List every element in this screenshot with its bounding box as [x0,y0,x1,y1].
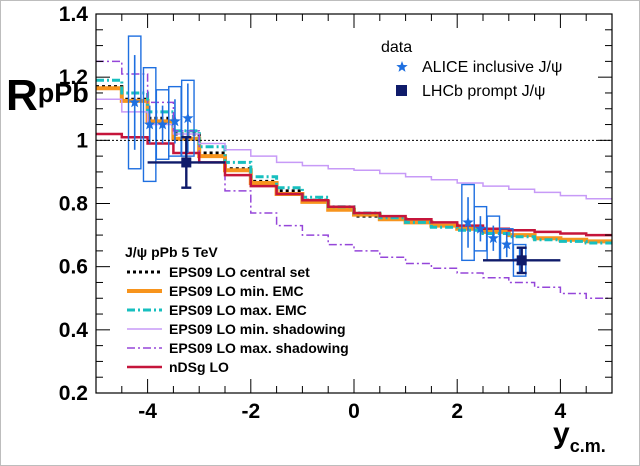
y-tick-label: 1.4 [59,3,89,26]
x-tick-label: -2 [241,400,260,423]
alice-point [169,115,181,127]
lhcb-point [516,255,527,266]
x-tick-label: 4 [555,400,567,423]
alice-point [474,222,487,234]
model-curve-0 [96,85,612,243]
y-tick-label: 0.8 [59,193,89,216]
y-axis-title: RpPb [6,71,89,120]
x-axis-title: yc.m. [553,417,606,456]
alice-point [156,118,169,130]
y-axis-title-sub: pPb [38,78,89,108]
model-legend-label-5: nDSg LO [169,359,229,375]
model-legend: EPS09 LO central set EPS09 LO min. EMC EPS… [127,264,349,375]
plot-axes [95,13,613,394]
legend-label-0: ALICE inclusive J/ψ [422,59,562,76]
y-tick-label: 1 [76,129,88,152]
y-axis-title-main: R [6,71,38,120]
x-tick-label: 2 [451,400,463,423]
model-legend-label-0: EPS09 LO central set [169,264,310,280]
x-tick-label: -4 [138,400,157,423]
model-curve-4 [96,60,612,300]
model-legend-label-1: EPS09 LO min. EMC [169,283,304,299]
x-axis-title-main: y [553,417,570,450]
legend-marker-alice [396,61,408,72]
tick-labels: -4 -2 0 2 4 0.2 0.4 0.6 0.8 1 1.2 1.4 [59,3,567,423]
model-legend-label-3: EPS09 LO min. shadowing [169,321,346,337]
y-tick-label: 0.4 [59,319,89,342]
alice-point [144,118,156,130]
model-curve-5 [96,132,612,237]
data-points [127,35,561,277]
data-legend: ALICE inclusive J/ψ LHCb prompt J/ψ [396,59,562,100]
alice-point [182,112,194,124]
legend-marker-lhcb [396,85,407,96]
model-legend-label-4: EPS09 LO max. shadowing [169,340,349,356]
y-tick-label: 0.2 [59,382,88,405]
model-legend-title: J/ψ pPb 5 TeV [125,244,218,260]
alice-sys-box [127,35,142,170]
data-legend-title: data [381,39,412,56]
y-tick-label: 0.6 [59,256,88,279]
lhcb-point [181,157,192,168]
model-legend-title-text: J/ψ pPb 5 TeV [125,244,218,260]
y-tick-label: 1.2 [59,66,88,89]
alice-point [501,238,513,250]
x-tick-label: 0 [348,400,360,423]
alice-sys-box [180,79,195,157]
x-axis-title-sub: c.m. [570,436,606,456]
alice-point [129,96,141,108]
alice-point [487,232,499,244]
legend-label-1: LHCb prompt J/ψ [422,83,545,100]
model-legend-label-2: EPS09 LO max. EMC [169,302,307,318]
model-curve-3 [96,98,612,200]
alice-point [462,216,474,228]
